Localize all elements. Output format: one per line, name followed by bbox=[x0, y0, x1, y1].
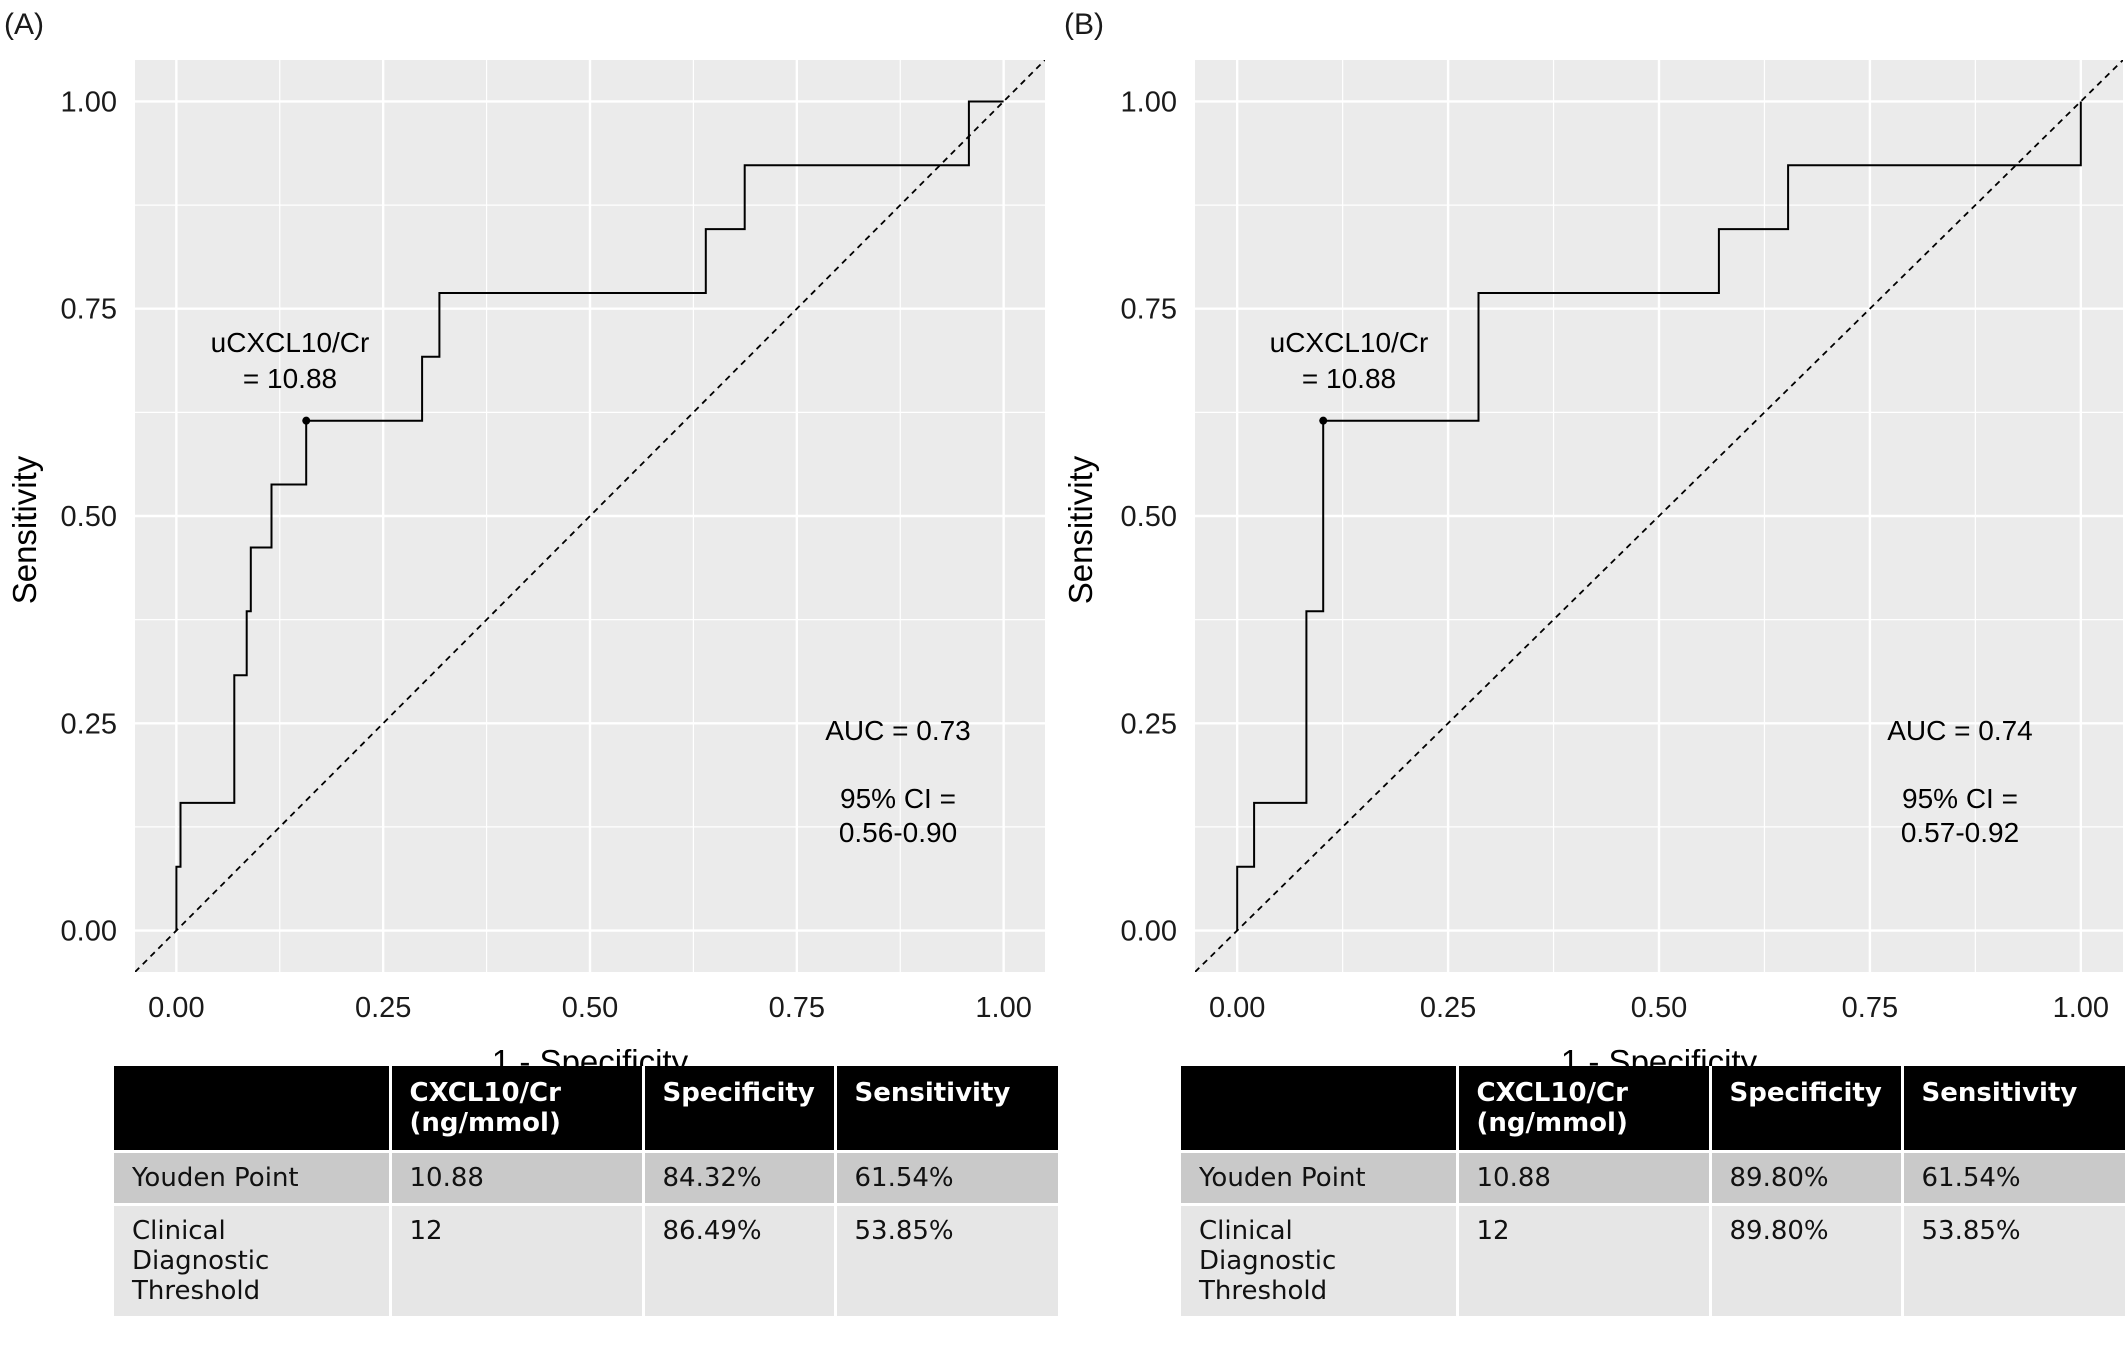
y-tick-label: 1.00 bbox=[61, 86, 117, 118]
header-empty bbox=[114, 1066, 390, 1152]
roc-curve bbox=[1236, 101, 2082, 931]
row-cxcl10: 10.88 bbox=[388, 1150, 643, 1205]
reference-diagonal-line bbox=[135, 60, 1045, 972]
youden-annotation: uCXCL10/Cr bbox=[1270, 327, 1429, 358]
row-sensitivity: 61.54% bbox=[833, 1150, 1058, 1205]
row-specificity: 86.49% bbox=[641, 1203, 835, 1316]
x-tick-label: 0.50 bbox=[1631, 992, 1687, 1024]
table-row: Youden Point 10.88 89.80% 61.54% bbox=[1181, 1150, 2125, 1205]
y-tick-label: 0.25 bbox=[1121, 708, 1177, 740]
row-label: Clinical Diagnostic Threshold bbox=[114, 1203, 390, 1316]
y-tick-label: 0.00 bbox=[61, 916, 117, 948]
y-tick-label: 0.75 bbox=[1121, 294, 1177, 326]
x-tick-label: 0.25 bbox=[355, 992, 411, 1024]
row-specificity: 89.80% bbox=[1708, 1203, 1902, 1316]
x-tick-label: 0.50 bbox=[562, 992, 618, 1024]
row-label: Clinical Diagnostic Threshold bbox=[1181, 1203, 1457, 1316]
panel-label: (A) bbox=[4, 8, 44, 41]
table-header-row: CXCL10/Cr (ng/mmol) Specificity Sensitiv… bbox=[1181, 1066, 2125, 1152]
panel-label: (B) bbox=[1064, 8, 1104, 41]
table-row: Clinical Diagnostic Threshold 12 86.49% … bbox=[114, 1203, 1058, 1316]
x-tick-label: 0.00 bbox=[1209, 992, 1265, 1024]
table-header-row: CXCL10/Cr (ng/mmol) Specificity Sensitiv… bbox=[114, 1066, 1058, 1152]
row-sensitivity: 53.85% bbox=[1900, 1203, 2125, 1316]
table-a: CXCL10/Cr (ng/mmol) Specificity Sensitiv… bbox=[114, 1066, 1058, 1316]
youden-annotation: = 10.88 bbox=[243, 363, 337, 394]
x-tick-label: 0.00 bbox=[148, 992, 204, 1024]
youden-point bbox=[1319, 416, 1328, 425]
header-sensitivity: Sensitivity bbox=[833, 1066, 1058, 1152]
row-label: Youden Point bbox=[1181, 1150, 1457, 1205]
header-sensitivity: Sensitivity bbox=[1900, 1066, 2125, 1152]
table-row: Youden Point 10.88 84.32% 61.54% bbox=[114, 1150, 1058, 1205]
auc-annotation: 0.56-0.90 bbox=[839, 817, 957, 848]
row-cxcl10: 12 bbox=[1455, 1203, 1710, 1316]
y-tick-label: 0.50 bbox=[1121, 501, 1177, 533]
row-cxcl10: 12 bbox=[388, 1203, 643, 1316]
header-cxcl10: CXCL10/Cr (ng/mmol) bbox=[388, 1066, 643, 1152]
youden-annotation: uCXCL10/Cr bbox=[211, 327, 370, 358]
y-axis-title: Sensitivity bbox=[6, 455, 43, 604]
y-tick-label: 0.75 bbox=[61, 294, 117, 326]
row-label: Youden Point bbox=[114, 1150, 390, 1205]
chart-panel-b: 0.00 0.25 0.50 0.75 1.00 0.00 0.25 0.50 0.75 1.00… bbox=[1062, 8, 2123, 1080]
row-specificity: 84.32% bbox=[641, 1150, 835, 1205]
auc-annotation: 95% CI = bbox=[1902, 783, 2018, 814]
header-specificity: Specificity bbox=[1708, 1066, 1902, 1152]
youden-annotation: = 10.88 bbox=[1302, 363, 1396, 394]
x-tick-label: 1.00 bbox=[2053, 992, 2109, 1024]
auc-annotation: AUC = 0.73 bbox=[825, 715, 971, 746]
row-sensitivity: 53.85% bbox=[833, 1203, 1058, 1316]
auc-annotation: AUC = 0.74 bbox=[1887, 715, 2033, 746]
row-sensitivity: 61.54% bbox=[1900, 1150, 2125, 1205]
header-specificity: Specificity bbox=[641, 1066, 835, 1152]
table-row: Clinical Diagnostic Threshold 12 89.80% … bbox=[1181, 1203, 2125, 1316]
auc-annotation: 95% CI = bbox=[840, 783, 956, 814]
roc-curve bbox=[175, 100, 1004, 931]
youden-point bbox=[302, 416, 311, 425]
header-cxcl10: CXCL10/Cr (ng/mmol) bbox=[1455, 1066, 1710, 1152]
x-tick-label: 0.75 bbox=[1842, 992, 1898, 1024]
y-tick-label: 1.00 bbox=[1121, 86, 1177, 118]
row-cxcl10: 10.88 bbox=[1455, 1150, 1710, 1205]
y-tick-label: 0.50 bbox=[61, 501, 117, 533]
auc-annotation: 0.57-0.92 bbox=[1901, 817, 2019, 848]
reference-diagonal-line bbox=[1195, 60, 2123, 972]
y-tick-label: 0.25 bbox=[61, 708, 117, 740]
row-specificity: 89.80% bbox=[1708, 1150, 1902, 1205]
x-tick-label: 1.00 bbox=[975, 992, 1031, 1024]
y-tick-label: 0.00 bbox=[1121, 916, 1177, 948]
x-tick-label: 0.25 bbox=[1420, 992, 1476, 1024]
x-tick-label: 0.75 bbox=[769, 992, 825, 1024]
table-b: CXCL10/Cr (ng/mmol) Specificity Sensitiv… bbox=[1181, 1066, 2125, 1316]
chart-panel-a: 0.00 0.25 0.50 0.75 1.00 0.00 0.25 0.50 0.75 1.00… bbox=[4, 8, 1045, 1080]
y-axis-title: Sensitivity bbox=[1062, 455, 1099, 604]
header-empty bbox=[1181, 1066, 1457, 1152]
